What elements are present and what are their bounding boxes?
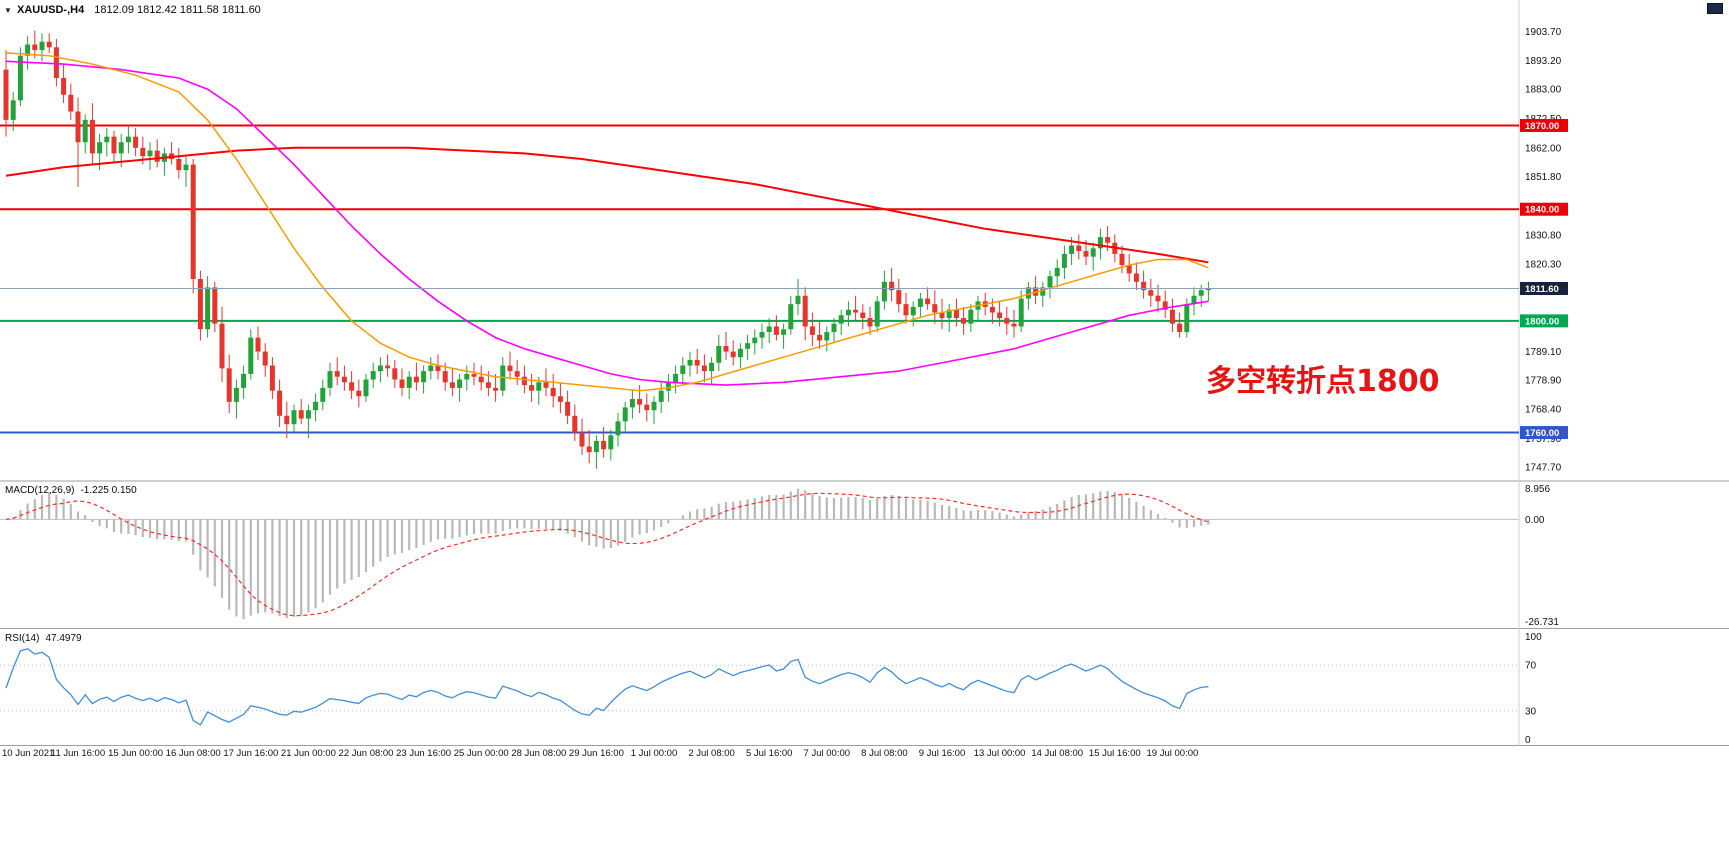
rsi-line	[5, 647, 1209, 726]
rsi-value: 47.4979	[45, 633, 82, 644]
ma-mid-magenta	[5, 60, 1209, 386]
time-tick-label: 17 Jun 16:00	[223, 748, 278, 759]
price-tick-label: 1862.00	[1525, 143, 1562, 154]
svg-text:0: 0	[1525, 735, 1531, 746]
level-price-label: 1760.00	[1520, 426, 1568, 440]
price-tick-label: 1893.20	[1525, 56, 1562, 67]
time-tick-label: 9 Jul 16:00	[919, 748, 965, 759]
chart-corner-icon[interactable]	[1707, 3, 1723, 14]
ma-fast-orange	[5, 52, 1209, 392]
price-tick-label: 1903.70	[1525, 27, 1562, 38]
rsi-panel[interactable]	[0, 631, 1519, 745]
svg-text:-26.731: -26.731	[1525, 617, 1559, 628]
ma-slow-red	[5, 146, 1209, 264]
price-tick-label: 1883.00	[1525, 85, 1562, 96]
current-price-label: 1811.60	[1520, 282, 1568, 296]
rsi-indicator-label: RSI(14) 47.4979	[5, 633, 82, 644]
symbol-period-label: XAUUSD-,H4	[16, 4, 85, 16]
chart-header: ▼ XAUUSD-,H4 1812.09 1812.42 1811.58 181…	[4, 2, 261, 18]
svg-text:30: 30	[1525, 706, 1537, 717]
svg-text:8.956: 8.956	[1525, 484, 1550, 495]
time-tick-label: 5 Jul 16:00	[746, 748, 792, 759]
price-tick-label: 1757.90	[1525, 434, 1562, 445]
price-tick-label: 1768.40	[1525, 405, 1562, 416]
macd-indicator-label: MACD(12,26,9) -1.225 0.150	[5, 485, 137, 496]
macd-signal-line	[5, 492, 1209, 617]
rsi-name: RSI(14)	[5, 633, 40, 644]
svg-text:70: 70	[1525, 661, 1537, 672]
price-tick-label: 1778.90	[1525, 375, 1562, 386]
time-tick-label: 10 Jun 2021	[2, 748, 54, 759]
ohlc-readout: 1812.09 1812.42 1811.58 1811.60	[94, 4, 261, 16]
price-tick-label: 1851.80	[1525, 172, 1562, 183]
svg-text:100: 100	[1525, 632, 1542, 643]
macd-name: MACD(12,26,9)	[5, 485, 75, 496]
time-tick-label: 14 Jul 08:00	[1031, 748, 1083, 759]
time-tick-label: 15 Jul 16:00	[1089, 748, 1141, 759]
price-tick-label: 1830.80	[1525, 230, 1562, 241]
time-tick-label: 29 Jun 16:00	[569, 748, 624, 759]
time-tick-label: 13 Jul 00:00	[974, 748, 1026, 759]
time-tick-label: 2 Jul 08:00	[688, 748, 734, 759]
svg-text:1840.00: 1840.00	[1525, 205, 1559, 216]
time-tick-label: 11 Jun 16:00	[51, 748, 105, 759]
price-tick-label: 1747.70	[1525, 462, 1562, 473]
time-axis[interactable]	[0, 746, 1729, 764]
macd-histogram	[12, 488, 1210, 620]
svg-text:1811.60: 1811.60	[1525, 284, 1559, 295]
level-price-label: 1840.00	[1520, 202, 1568, 216]
candles-layer	[3, 30, 1211, 469]
macd-axis-labels: 8.956 0.00 -26.731	[1525, 484, 1559, 628]
time-axis-labels: 10 Jun 202111 Jun 16:0015 Jun 00:0016 Ju…	[2, 748, 1198, 759]
time-tick-label: 28 Jun 08:00	[511, 748, 566, 759]
svg-text:1800.00: 1800.00	[1525, 316, 1559, 327]
time-tick-label: 16 Jun 08:00	[166, 748, 221, 759]
annotation-text: 多空转折点1800	[1206, 364, 1440, 399]
time-tick-label: 15 Jun 00:00	[108, 748, 163, 759]
level-price-label: 1800.00	[1520, 314, 1568, 328]
time-tick-label: 22 Jun 08:00	[339, 748, 394, 759]
time-tick-label: 7 Jul 00:00	[804, 748, 850, 759]
time-tick-label: 23 Jun 16:00	[396, 748, 451, 759]
time-tick-label: 19 Jul 00:00	[1147, 748, 1199, 759]
time-tick-label: 8 Jul 08:00	[861, 748, 907, 759]
macd-values: -1.225 0.150	[80, 485, 137, 496]
price-tick-label: 1789.10	[1525, 347, 1562, 358]
macd-panel[interactable]	[0, 483, 1519, 628]
symbol-dropdown-icon[interactable]: ▼	[4, 6, 12, 15]
time-tick-label: 25 Jun 00:00	[454, 748, 509, 759]
price-axis[interactable]	[1519, 0, 1729, 745]
svg-text:1870.00: 1870.00	[1525, 121, 1559, 132]
time-tick-label: 1 Jul 00:00	[631, 748, 677, 759]
svg-text:0.00: 0.00	[1525, 515, 1545, 526]
main-chart-panel[interactable]	[0, 18, 1519, 480]
rsi-axis-labels: 100 70 30 0	[1525, 632, 1542, 746]
svg-text:1760.00: 1760.00	[1525, 428, 1559, 439]
time-tick-label: 21 Jun 00:00	[281, 748, 336, 759]
symbol-wrap: ▼ XAUUSD-,H4	[4, 4, 84, 16]
level-price-label: 1870.00	[1520, 118, 1568, 132]
price-tick-label: 1820.30	[1525, 260, 1562, 271]
